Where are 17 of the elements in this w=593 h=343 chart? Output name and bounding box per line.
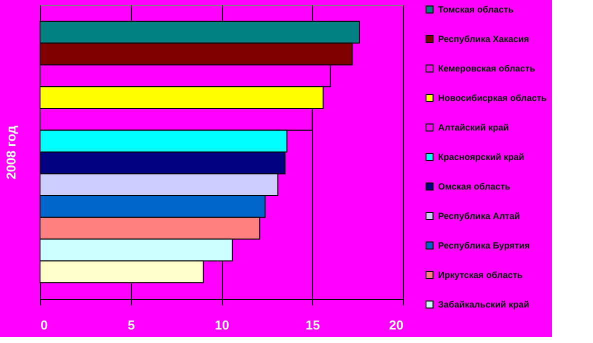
x-tick-label: 15 — [306, 318, 320, 332]
legend-label: Омская область — [438, 182, 511, 192]
x-tick-label: 10 — [214, 318, 230, 332]
legend-label: Республика Бурятия — [438, 240, 530, 250]
legend-label: Томская область — [438, 4, 514, 14]
x-tick-label: 0 — [40, 318, 48, 332]
legend-label: Иркутская область — [438, 270, 524, 280]
x-tick-label: 20 — [389, 318, 404, 332]
legend-label: Забайкальский край — [438, 300, 530, 310]
legend-label: Новосибисркая область — [438, 93, 548, 103]
legend-label: Республика Алтай — [438, 211, 520, 221]
legend-label: Кемеровская область — [438, 64, 536, 74]
legend-label: Республика Хакасия — [438, 34, 530, 44]
y-axis-title: 2008 год — [4, 124, 18, 180]
x-tick-label: 5 — [128, 318, 135, 332]
legend-label: Алтайский край — [438, 122, 509, 132]
legend-label: Красноярский край — [438, 152, 524, 162]
